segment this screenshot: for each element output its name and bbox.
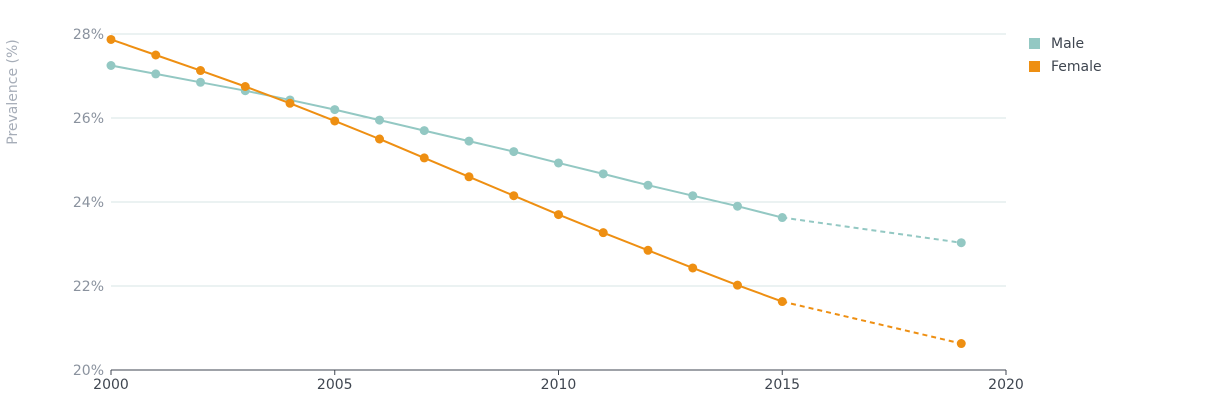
y-tick-label-22: 22% xyxy=(73,279,104,295)
data-point-male-2005[interactable] xyxy=(330,105,340,115)
series-line-female xyxy=(110,38,783,303)
data-point-female-2008[interactable] xyxy=(464,172,474,182)
data-point-male-2011[interactable] xyxy=(598,169,608,179)
data-point-male-2006[interactable] xyxy=(375,115,384,125)
data-point-male-2015[interactable] xyxy=(777,213,787,223)
data-point-male-2001[interactable] xyxy=(151,69,161,79)
data-point-female-2012[interactable] xyxy=(643,245,653,255)
series-group xyxy=(106,34,966,349)
x-tick-label-2005: 2005 xyxy=(317,377,353,393)
y-tick-label-28: 28% xyxy=(73,27,104,43)
legend-swatch-female xyxy=(1029,61,1040,72)
data-point-male-2014[interactable] xyxy=(733,201,742,211)
data-point-female-2010[interactable] xyxy=(554,210,563,220)
series-projection-line-male xyxy=(782,216,962,244)
legend-label-female[interactable]: Female xyxy=(1051,59,1102,75)
data-point-male-2008[interactable] xyxy=(464,136,474,146)
x-tick-label-2010: 2010 xyxy=(541,377,577,393)
legend-label-male[interactable]: Male xyxy=(1051,36,1084,52)
data-point-female-2005[interactable] xyxy=(330,116,340,126)
data-point-female-2003[interactable] xyxy=(240,82,250,91)
y-axis: 20% 22% 24% 26% 28% xyxy=(73,27,104,379)
series-female xyxy=(106,34,966,349)
series-line-male xyxy=(110,64,783,219)
data-point-male-2010[interactable] xyxy=(554,158,563,168)
data-point-male-2007[interactable] xyxy=(419,126,429,136)
y-axis-title: Prevalence (%) xyxy=(5,39,21,145)
series-male xyxy=(106,61,966,248)
legend-swatch-male xyxy=(1029,38,1040,49)
data-point-female-2006[interactable] xyxy=(375,134,384,144)
data-point-female-2019[interactable] xyxy=(956,339,966,349)
data-point-female-2013[interactable] xyxy=(688,263,698,273)
data-point-female-2009[interactable] xyxy=(509,191,519,201)
data-point-male-2009[interactable] xyxy=(509,147,519,157)
x-tick-label-2020: 2020 xyxy=(988,377,1024,393)
x-tick-label-2000: 2000 xyxy=(93,377,129,393)
data-point-female-2002[interactable] xyxy=(196,66,205,76)
x-axis: 2000 2005 2010 2015 2020 xyxy=(93,370,1024,393)
data-point-male-2000[interactable] xyxy=(106,61,116,70)
legend: Male Female xyxy=(1029,36,1102,75)
data-point-female-2014[interactable] xyxy=(733,280,742,290)
x-tick-label-2015: 2015 xyxy=(764,377,800,393)
data-point-male-2019[interactable] xyxy=(956,238,966,248)
data-point-female-2015[interactable] xyxy=(777,297,787,307)
data-point-female-2004[interactable] xyxy=(285,98,295,108)
y-tick-label-24: 24% xyxy=(73,195,104,211)
data-point-male-2002[interactable] xyxy=(196,77,205,87)
grid-lines xyxy=(111,33,1006,371)
data-point-male-2013[interactable] xyxy=(688,191,698,201)
data-point-female-2007[interactable] xyxy=(419,153,429,163)
data-point-female-2001[interactable] xyxy=(151,50,161,60)
data-point-female-2000[interactable] xyxy=(106,34,116,44)
series-projection-line-female xyxy=(782,300,962,345)
data-point-female-2011[interactable] xyxy=(598,228,608,238)
data-point-male-2012[interactable] xyxy=(643,180,653,190)
y-tick-label-20: 20% xyxy=(73,363,104,379)
y-tick-label-26: 26% xyxy=(73,111,104,127)
